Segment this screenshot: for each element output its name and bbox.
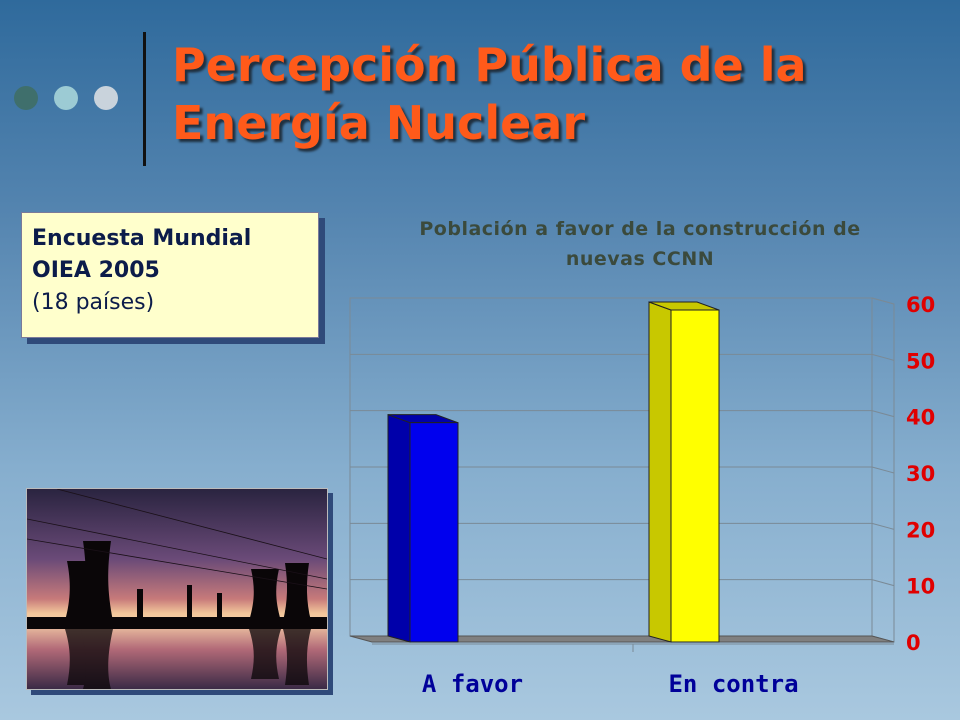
x-category-label: A favor <box>422 670 523 698</box>
dot-grey <box>94 86 118 110</box>
chart-title: Población a favor de la construcción de … <box>350 214 930 274</box>
survey-info-box: Encuesta Mundial OIEA 2005 (18 países) <box>21 212 319 338</box>
cooling-towers-sunset-image <box>27 489 327 689</box>
y-tick-label: 30 <box>906 462 935 486</box>
gridline-side <box>871 466 895 474</box>
title-divider <box>143 32 146 166</box>
bar-2 <box>670 309 720 643</box>
gridline-side <box>871 353 895 361</box>
slide-title-line2: Energía Nuclear <box>172 96 586 150</box>
y-tick-label: 40 <box>906 406 935 430</box>
survey-line2: OIEA 2005 <box>32 258 160 283</box>
x-category-label: En contra <box>668 670 798 698</box>
gridline-side <box>871 579 895 587</box>
dot-light <box>54 86 78 110</box>
y-tick-label: 60 <box>906 293 935 317</box>
y-tick-label: 50 <box>906 349 935 373</box>
y-tick-label: 10 <box>906 575 935 599</box>
dot-dark <box>14 86 38 110</box>
gridline-side <box>871 522 895 530</box>
bar-side-2 <box>648 301 672 643</box>
nuclear-plant-photo <box>26 488 328 690</box>
survey-line3: (18 países) <box>32 290 155 315</box>
chart-title-line2: nuevas CCNN <box>565 248 715 270</box>
bar-side-1 <box>387 413 411 643</box>
bar-1 <box>409 422 459 643</box>
slide-title: Percepción Pública de la Energía Nuclear <box>172 36 932 152</box>
slide-title-line1: Percepción Pública de la <box>172 38 807 92</box>
chart-title-line1: Población a favor de la construcción de <box>419 218 861 240</box>
survey-line1: Encuesta Mundial <box>32 226 252 251</box>
gridline-side <box>871 410 895 418</box>
gridline-side <box>871 297 895 305</box>
y-tick-label: 20 <box>906 518 935 542</box>
decorative-dots <box>14 86 124 112</box>
y-tick-label: 0 <box>906 631 921 655</box>
